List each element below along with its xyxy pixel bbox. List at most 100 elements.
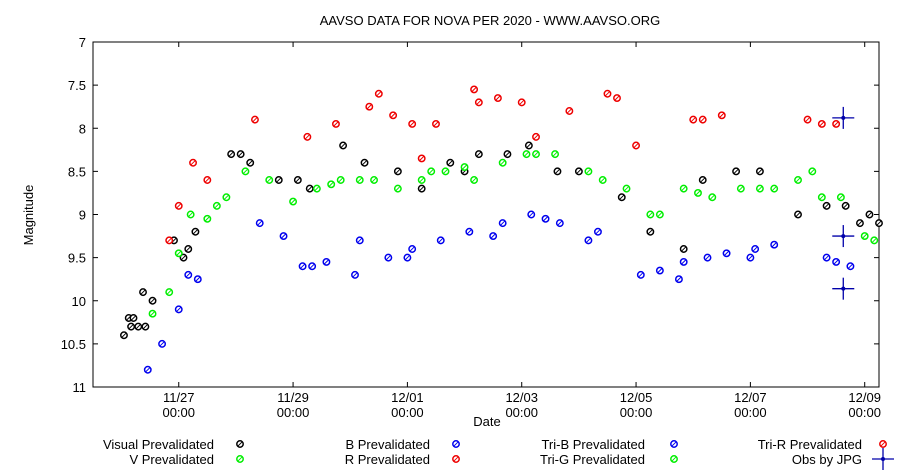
data-point-slash [166,289,172,295]
data-point-slash [695,190,701,196]
data-point-slash [188,211,194,218]
data-point-slash [185,246,191,252]
data-point-slash [214,203,220,209]
x-tick-label: 12/01 00:00 [391,390,424,420]
data-point-slash [180,255,187,261]
x-axis-label: Date [473,414,500,429]
data-point-slash [352,272,358,278]
series-4 [184,214,841,279]
legend-label: Obs by JPG [792,452,862,467]
data-point-slash [266,177,272,183]
data-point-slash [419,155,425,161]
data-point-slash [871,237,877,243]
data-point-slash [238,151,244,157]
data-point-slash [204,216,210,222]
data-point-slash [252,117,258,123]
legend-label: B Prevalidated [345,437,430,452]
data-point-slash [300,263,306,269]
data-point-slash [623,186,630,192]
data-point-slash [237,456,243,462]
data-point-slash [824,255,830,261]
legend-label: Tri-B Prevalidated [541,437,645,452]
data-point-slash [738,186,744,192]
data-point-slash [295,177,301,183]
data-point-slash [876,220,882,226]
data-point-slash [795,211,801,218]
legend-entry-7: Obs by JPG [792,448,894,470]
data-point-slash [192,229,198,235]
data-point-slash [757,186,763,192]
legend-label: V Prevalidated [129,452,214,467]
cross-mark-center [841,286,846,291]
data-point-slash [404,255,410,261]
data-point-slash [447,160,453,166]
y-tick-label: 7 [79,35,86,50]
y-tick-label: 10.5 [61,337,86,352]
data-point-slash [552,151,558,157]
data-point-slash [795,177,801,183]
data-point-slash [504,151,510,157]
legend-entry-6: Tri-G Prevalidated [540,452,678,467]
series-0 [120,141,883,340]
data-point-slash [309,263,315,269]
data-point-slash [843,203,849,209]
data-point-slash [690,117,696,123]
legend-entry-4: Tri-B Prevalidated [541,437,678,452]
plot-frame [92,41,880,388]
x-tick-label: 12/05 00:00 [620,390,653,420]
legend-entry-5: Tri-R Prevalidated [758,437,887,452]
data-point-slash [500,160,506,166]
data-point-slash [657,211,663,218]
legend-entry-1: V Prevalidated [129,452,244,467]
data-point-slash [159,341,165,347]
x-tick-label: 11/29 00:00 [277,390,310,420]
data-point-slash [357,177,363,183]
series-3 [165,89,841,245]
data-point-slash [809,168,815,174]
y-tick-label: 8 [79,121,86,136]
data-point-slash [204,177,210,183]
series-2 [143,210,855,374]
data-point-slash [585,237,591,243]
data-point-slash [471,86,477,92]
data-point-slash [366,104,372,110]
data-point-slash [709,194,715,200]
data-point-slash [614,95,620,101]
data-point-slash [719,112,725,118]
data-point-slash [228,151,234,157]
data-point-slash [307,186,313,192]
x-tick-label: 12/09 00:00 [848,390,881,420]
data-point-slash [338,177,344,183]
series-6 [212,150,817,219]
data-point-slash [476,99,482,105]
data-point-slash [242,168,248,174]
cross-mark-center [841,234,846,239]
data-point-slash [862,233,868,239]
data-point-slash [657,268,663,274]
data-point-slash [419,177,425,183]
legend-entry-2: B Prevalidated [345,437,460,452]
data-point-slash [121,332,127,338]
data-point-slash [733,168,739,174]
data-point-slash [585,168,591,174]
data-point-slash [340,142,346,149]
data-point-slash [523,151,530,157]
data-point-slash [314,186,320,192]
y-tick-label: 9 [79,208,86,223]
data-point-slash [433,121,439,127]
data-point-slash [276,177,282,183]
data-point-slash [130,315,137,321]
series-5 [365,85,826,128]
data-point-slash [671,456,677,462]
y-tick-label: 7.5 [68,78,86,93]
data-point-slash [681,186,687,192]
data-point-slash [149,298,156,304]
data-point-slash [771,186,777,192]
data-point-slash [145,367,151,373]
chart-title: AAVSO DATA FOR NOVA PER 2020 - WWW.AAVSO… [320,13,660,28]
y-tick-label: 9.5 [68,251,86,266]
data-point-slash [371,177,377,183]
data-point-slash [619,194,625,200]
data-point-slash [376,91,382,97]
